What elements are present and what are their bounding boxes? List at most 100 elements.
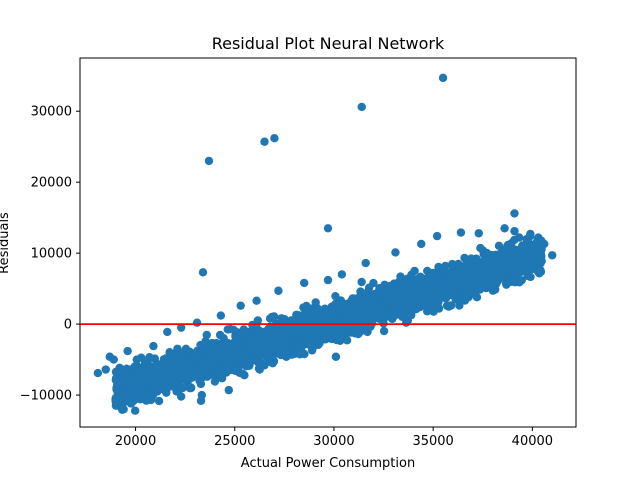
scatter-point bbox=[271, 331, 280, 341]
scatter-point bbox=[526, 229, 535, 239]
scatter-point bbox=[196, 379, 206, 389]
scatter-point bbox=[191, 371, 200, 380]
scatter-point bbox=[119, 405, 128, 414]
scatter-point bbox=[139, 388, 148, 398]
scatter-point bbox=[369, 278, 378, 288]
scatter-point bbox=[277, 314, 286, 323]
scatter-point bbox=[202, 330, 211, 340]
scatter-point bbox=[432, 231, 442, 241]
scatter-point bbox=[500, 224, 509, 233]
scatter-point bbox=[165, 352, 174, 361]
scatter-point bbox=[255, 326, 264, 335]
scatter-point bbox=[331, 352, 341, 361]
scatter-point bbox=[210, 377, 220, 386]
scatter-point bbox=[494, 268, 503, 277]
scatter-point bbox=[423, 307, 432, 316]
scatter-point bbox=[153, 387, 162, 396]
scatter-point bbox=[303, 338, 312, 347]
scatter-point bbox=[369, 312, 378, 321]
scatter-point bbox=[238, 369, 247, 378]
scatter-point bbox=[462, 258, 471, 268]
scatter-point bbox=[483, 256, 492, 265]
scatter-point bbox=[530, 256, 539, 266]
scatter-point bbox=[391, 248, 400, 257]
scatter-point bbox=[282, 352, 291, 361]
scatter-point bbox=[449, 276, 458, 285]
scatter-point bbox=[396, 282, 405, 291]
x-tick-label: 25000 bbox=[214, 434, 255, 449]
scatter-point bbox=[305, 314, 314, 324]
scatter-point bbox=[456, 273, 466, 282]
scatter-point bbox=[219, 334, 228, 344]
scatter-point bbox=[517, 256, 526, 265]
scatter-point bbox=[111, 395, 120, 405]
scatter-point bbox=[456, 228, 466, 237]
scatter-point bbox=[143, 379, 152, 388]
scatter-point bbox=[484, 283, 494, 292]
scatter-point bbox=[386, 285, 395, 294]
plot-frame bbox=[79, 57, 577, 428]
scatter-point bbox=[396, 272, 405, 281]
scatter-point bbox=[442, 301, 452, 310]
scatter-point bbox=[198, 268, 208, 277]
scatter-point bbox=[132, 355, 142, 364]
scatter-point bbox=[468, 266, 477, 276]
scatter-point bbox=[536, 267, 546, 276]
scatter-point bbox=[244, 345, 253, 355]
scatter-point bbox=[476, 243, 485, 253]
scatter-point bbox=[171, 362, 181, 371]
scatter-point bbox=[476, 275, 485, 284]
scatter-marks bbox=[93, 73, 557, 415]
scatter-point bbox=[462, 290, 472, 300]
scatter-point bbox=[226, 324, 235, 334]
scatter-point bbox=[253, 316, 263, 325]
scatter-point bbox=[494, 241, 504, 251]
scatter-point bbox=[235, 353, 245, 362]
scatter-point bbox=[547, 251, 557, 260]
scatter-point bbox=[510, 226, 519, 236]
scatter-point bbox=[161, 386, 170, 395]
x-axis: 20000 25000 30000 35000 40000 bbox=[115, 427, 553, 449]
scatter-point bbox=[163, 327, 172, 337]
scatter-point bbox=[521, 243, 531, 252]
scatter-point bbox=[113, 380, 122, 390]
scatter-point bbox=[153, 365, 162, 374]
scatter-point bbox=[329, 312, 338, 321]
scatter-point bbox=[354, 306, 363, 316]
scatter-point bbox=[410, 266, 419, 276]
scatter-point bbox=[268, 351, 278, 360]
scatter-point bbox=[434, 304, 444, 313]
scatter-point bbox=[339, 303, 348, 313]
y-tick-label: 10000 bbox=[31, 247, 72, 262]
scatter-point bbox=[260, 137, 269, 146]
scatter-point bbox=[196, 396, 206, 405]
scatter-point bbox=[455, 301, 464, 310]
scatter-point bbox=[411, 299, 420, 308]
scatter-point bbox=[123, 346, 132, 356]
x-tick-label: 35000 bbox=[412, 434, 453, 449]
scatter-point bbox=[239, 328, 249, 338]
scatter-point bbox=[280, 335, 290, 344]
scatter-point bbox=[223, 348, 232, 358]
scatter-point bbox=[517, 263, 526, 272]
scatter-point bbox=[350, 314, 359, 323]
scatter-point bbox=[315, 314, 325, 324]
scatter-point bbox=[540, 239, 549, 249]
scatter-point bbox=[133, 380, 143, 389]
scatter-point bbox=[321, 323, 330, 333]
scatter-point bbox=[216, 311, 226, 320]
scatter-point bbox=[224, 385, 233, 395]
scatter-point bbox=[357, 277, 366, 287]
scatter-point bbox=[307, 346, 317, 355]
scatter-point bbox=[533, 234, 543, 244]
scatter-point bbox=[214, 365, 223, 375]
scatter-point bbox=[323, 224, 333, 233]
scatter-point bbox=[488, 262, 497, 271]
scatter-point bbox=[293, 339, 303, 349]
scatter-point bbox=[439, 283, 448, 292]
scatter-point bbox=[361, 292, 370, 302]
scatter-point bbox=[267, 340, 276, 349]
scatter-point bbox=[123, 369, 133, 378]
scatter-point bbox=[524, 271, 533, 281]
y-tick-label: −10000 bbox=[20, 389, 72, 404]
